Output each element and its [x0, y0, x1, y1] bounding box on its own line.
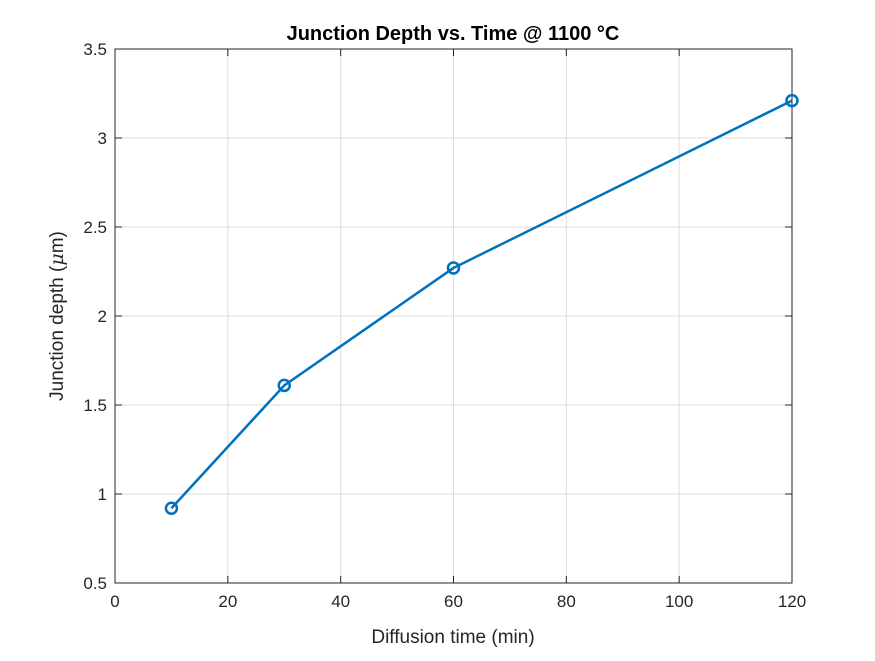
x-axis-label: Diffusion time (min)	[371, 627, 534, 648]
x-tick-label: 120	[778, 592, 806, 611]
y-axis-label-prefix: Junction depth (	[47, 265, 68, 401]
y-tick-labels: 0.5 1 1.5 2 2.5 3 3.5	[83, 40, 107, 593]
y-tick-label: 3.5	[83, 40, 107, 59]
y-tick-label: 3	[98, 129, 107, 148]
y-axis-label-symbol: μ	[46, 253, 68, 265]
x-tick-label: 100	[665, 592, 693, 611]
y-axis-label-suffix: m)	[47, 231, 68, 253]
chart-title: Junction Depth vs. Time @ 1100 °C	[287, 23, 620, 45]
y-tick-label: 1.5	[83, 396, 107, 415]
series-line	[170, 99, 793, 510]
y-tick-label: 2	[98, 307, 107, 326]
x-tick-label: 80	[557, 592, 576, 611]
data-point-marker	[277, 378, 291, 393]
y-tick-label: 0.5	[83, 574, 107, 593]
data-point-marker	[785, 93, 799, 108]
y-axis-label: Junction depth (μm)	[46, 231, 68, 401]
grid-lines	[115, 49, 792, 583]
tick-marks	[114, 48, 793, 584]
series-layer	[164, 93, 799, 515]
x-tick-label: 40	[331, 592, 350, 611]
x-tick-label: 0	[110, 592, 119, 611]
y-tick-label: 2.5	[83, 218, 107, 237]
x-tick-label: 60	[444, 592, 463, 611]
x-tick-label: 20	[218, 592, 237, 611]
y-tick-label: 1	[98, 485, 107, 504]
x-tick-labels: 0 20 40 60 80 100 120	[110, 592, 806, 611]
data-point-marker	[446, 261, 461, 275]
data-point-marker	[164, 501, 179, 515]
